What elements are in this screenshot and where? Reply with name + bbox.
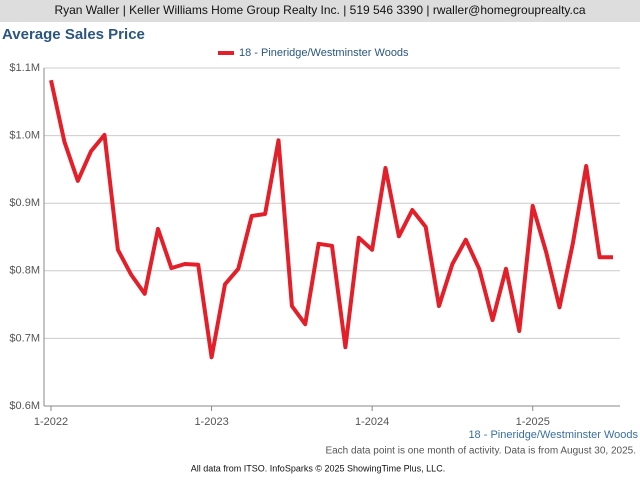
footer: All data from ITSO. InfoSparks © 2025 Sh… — [191, 463, 445, 473]
header-bar — [0, 0, 640, 22]
y-tick-label: $0.8M — [9, 265, 40, 277]
y-tick-label: $1.1M — [9, 62, 40, 74]
chart-title: Average Sales Price — [2, 26, 145, 43]
x-tick-label: 1-2024 — [355, 416, 389, 428]
header-text: Ryan Waller | Keller Williams Home Group… — [54, 3, 585, 17]
legend-label: 18 - Pineridge/Westminster Woods — [239, 47, 409, 59]
y-tick-label: $0.7M — [9, 332, 40, 344]
x-tick-label: 1-2025 — [516, 416, 550, 428]
x-tick-label: 1-2023 — [194, 416, 228, 428]
x-tick-label: 1-2022 — [34, 416, 68, 428]
note: Each data point is one month of activity… — [325, 446, 636, 457]
series-line — [49, 79, 613, 360]
y-tick-label: $0.6M — [9, 400, 40, 412]
y-tick-label: $0.9M — [9, 197, 40, 209]
y-tick-label: $1.0M — [9, 130, 40, 142]
area-label: 18 - Pineridge/Westminster Woods — [468, 429, 638, 441]
